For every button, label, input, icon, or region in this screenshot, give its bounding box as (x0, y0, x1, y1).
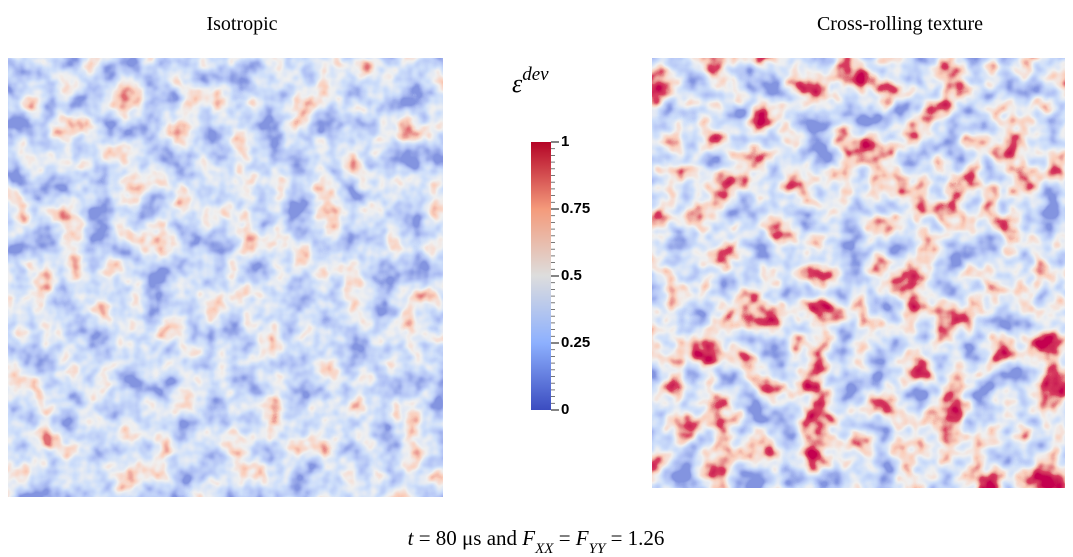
tick-label: 1 (561, 133, 569, 150)
caption-part: F (521, 526, 535, 550)
caption: t = 80 μs and FXX = FYY = 1.26 (408, 526, 665, 557)
tick-label: 0.75 (561, 200, 590, 217)
colorbar-ticks: 0 0.25 0.5 0.75 1 (551, 133, 590, 418)
caption-part: t (408, 526, 415, 550)
tick-label: 0 (561, 401, 569, 418)
colorbar (531, 142, 551, 410)
strain-map (8, 58, 443, 497)
colorbar-label: εdev (512, 64, 549, 98)
caption-part: = 1.26 (605, 526, 664, 550)
panel-title: Isotropic (206, 13, 277, 35)
caption-part: = 80 μs and (413, 526, 522, 550)
tick-label: 0.5 (561, 267, 582, 284)
caption-part: YY (589, 541, 607, 557)
tick-label: 0.25 (561, 334, 590, 351)
caption-part: F (575, 526, 589, 550)
caption-part: XX (534, 541, 554, 557)
strain-map (652, 58, 1065, 488)
panel-title: Cross-rolling texture (817, 13, 983, 35)
caption-part: = (553, 526, 575, 550)
